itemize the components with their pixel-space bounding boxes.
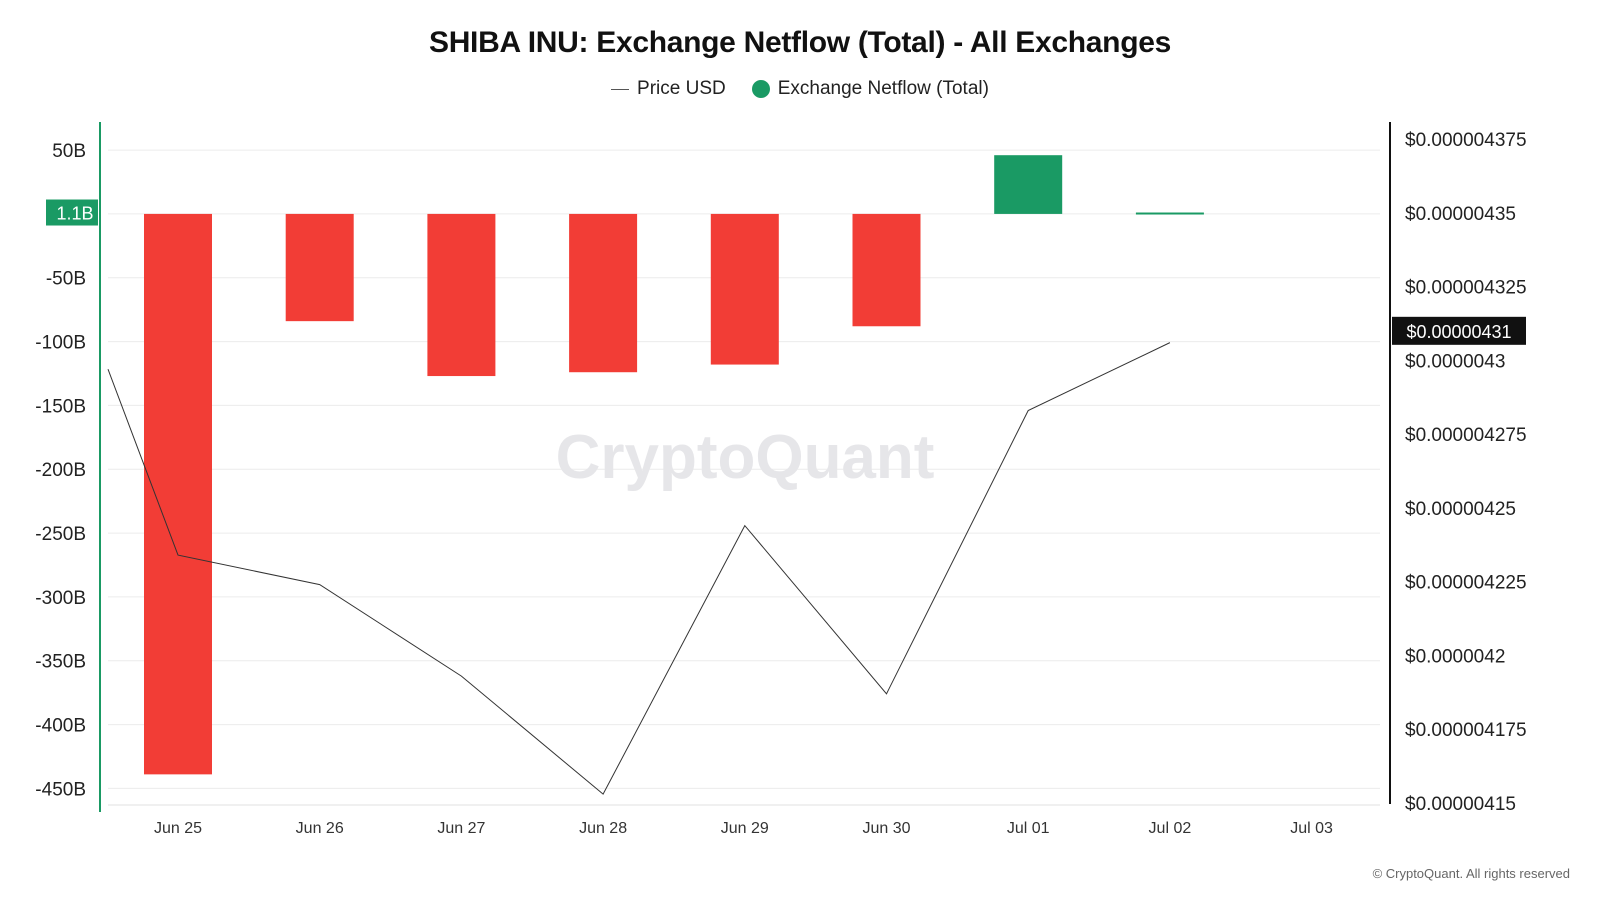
price-line <box>107 342 1171 795</box>
legend-item-netflow[interactable]: Exchange Netflow (Total) <box>751 78 989 100</box>
y-right-tick-label: $0.0000042 <box>1405 646 1505 667</box>
netflow-bar <box>852 213 921 327</box>
x-tick-label: Jul 02 <box>1149 820 1192 837</box>
x-tick-label: Jun 27 <box>437 820 485 837</box>
y-left-tick-label: -100B <box>35 333 86 354</box>
y-left-marker-label: 1.1B <box>56 204 93 224</box>
x-tick-label: Jul 03 <box>1290 820 1333 837</box>
netflow-bar <box>569 213 638 373</box>
netflow-bar <box>994 155 1063 214</box>
x-tick-label: Jun 28 <box>579 820 627 837</box>
netflow-bar <box>427 213 496 377</box>
y-left-tick-label: -350B <box>35 652 86 673</box>
netflow-bar <box>710 213 779 365</box>
chart-legend: Price USD Exchange Netflow (Total) <box>0 78 1600 100</box>
dot-swatch-icon <box>751 80 770 98</box>
y-left-tick-label: -200B <box>35 460 86 481</box>
y-left-tick-label: -300B <box>35 588 86 609</box>
x-tick-label: Jun 29 <box>721 820 769 837</box>
y-right-tick-label: $0.000004325 <box>1405 278 1527 299</box>
netflow-bar <box>144 213 212 775</box>
legend-label-netflow: Exchange Netflow (Total) <box>777 78 989 99</box>
y-left-tick-label: 50B <box>52 141 86 162</box>
x-tick-label: Jun 25 <box>154 820 202 837</box>
x-tick-label: Jul 01 <box>1007 820 1050 837</box>
y-right-tick-label: $0.00000425 <box>1405 499 1516 520</box>
y-right-marker-label: $0.00000431 <box>1406 322 1511 342</box>
line-swatch-icon <box>611 88 630 90</box>
y-right-marker-badge <box>1392 316 1526 345</box>
x-tick-label: Jun 30 <box>862 820 910 837</box>
netflow-bar <box>1135 212 1204 215</box>
chart-title: SHIBA INU: Exchange Netflow (Total) - Al… <box>428 26 1171 59</box>
y-right-tick-label: $0.00000415 <box>1405 794 1516 815</box>
y-left-marker-badge <box>46 199 98 226</box>
y-right-tick-label: $0.00000435 <box>1405 204 1516 225</box>
y-left-tick-label: -250B <box>35 524 86 545</box>
y-left-tick-label: -50B <box>46 269 86 290</box>
y-right-tick-label: $0.000004375 <box>1405 130 1527 151</box>
watermark: CryptoQuant <box>556 423 935 492</box>
y-right-tick-label: $0.000004275 <box>1405 425 1527 446</box>
copyright-notice: © CryptoQuant. All rights reserved <box>1372 866 1570 881</box>
y-right-tick-label: $0.000004175 <box>1405 720 1527 741</box>
x-tick-label: Jun 26 <box>296 820 344 837</box>
y-right-tick-label: $0.000004225 <box>1405 573 1527 594</box>
y-right-tick-label: $0.0000043 <box>1405 351 1505 372</box>
y-left-tick-label: -150B <box>35 396 86 417</box>
legend-item-price[interactable]: Price USD <box>611 78 726 100</box>
netflow-bar <box>285 213 354 322</box>
y-left-tick-label: -400B <box>35 716 86 737</box>
legend-label-price: Price USD <box>637 78 726 99</box>
y-left-tick-label: -450B <box>35 779 86 800</box>
